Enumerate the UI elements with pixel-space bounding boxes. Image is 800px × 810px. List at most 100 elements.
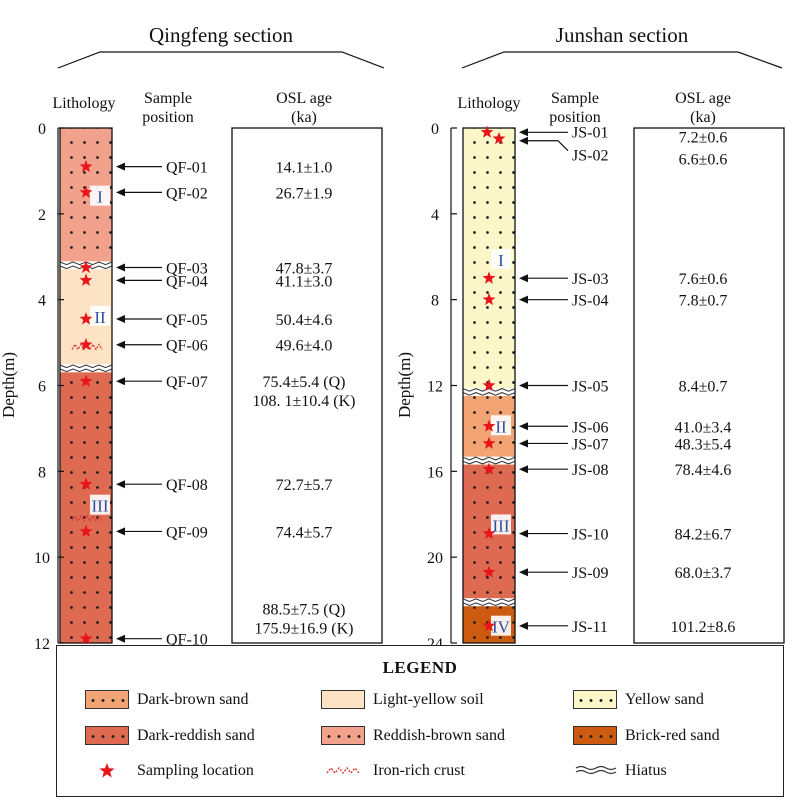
unit-label-box	[90, 305, 110, 326]
unit-iii: III	[463, 460, 515, 603]
sample-id: JS-02	[572, 148, 608, 165]
hiatus-line	[59, 368, 113, 373]
osl-age: 78.4±4.6	[675, 462, 732, 479]
sample-id: JS-09	[572, 565, 608, 582]
sample-js-01: JS-01 7.2±0.6	[480, 124, 728, 146]
arrow-head	[116, 263, 125, 272]
osl-age: 101.2±8.6	[671, 619, 736, 636]
osl-age: 48.3±5.4	[675, 436, 732, 453]
unit-label: II	[495, 417, 507, 436]
osl-age: 84.2±6.7	[675, 527, 732, 544]
osl-age: 8.4±0.7	[679, 379, 728, 396]
osl-age: 74.4±5.7	[276, 524, 333, 541]
legend-label: Sampling location	[137, 761, 254, 779]
arrow-head	[116, 162, 125, 171]
dark-brown-sand-swatch	[85, 690, 129, 709]
arrow-head	[116, 340, 125, 349]
sample-qf-01: QF-01 14.1±1.0	[79, 160, 332, 177]
sample-qf-07: QF-07 75.4±5.4 (Q) 108. 1±10.4 (K)	[79, 374, 356, 410]
hiatus-line	[462, 460, 516, 465]
sample-header: Sample	[551, 90, 599, 107]
sections-diagram: Qingfeng section Lithology Sample position O…	[0, 23, 785, 653]
osl-age: 47.8±3.7	[276, 260, 333, 277]
arrow-head	[116, 276, 125, 285]
unit-i: I	[60, 128, 112, 266]
sample-js-07: JS-07 48.3±5.4	[482, 436, 732, 453]
star-icon	[85, 761, 129, 780]
sample-id: JS-01	[572, 124, 608, 141]
iron-crust-icon	[321, 761, 365, 780]
unit-label: IV	[492, 618, 511, 637]
sample-id: JS-04	[572, 293, 608, 310]
sample-id: JS-06	[572, 419, 608, 436]
sample-id: QF-05	[166, 312, 208, 329]
arrow-head	[519, 422, 528, 431]
depth-axis-label: Depth(m)	[0, 352, 18, 418]
osl-age: 26.7±1.9	[276, 185, 333, 202]
legend-label: Hiatus	[625, 761, 667, 779]
sample-arrow	[527, 140, 569, 152]
iron-crust-mark	[71, 514, 103, 523]
star-icon	[79, 273, 93, 286]
legend-item-sampling-location: Sampling location	[85, 761, 254, 780]
sample-js-04: JS-04 7.8±0.7	[482, 292, 727, 310]
sample-id: QF-04	[166, 273, 208, 290]
unit-label-box	[491, 514, 511, 535]
legend-item-reddish-brown-sand: Reddish-brown sand	[321, 726, 505, 745]
sample-id: JS-03	[572, 271, 608, 288]
sample-id: QF-06	[166, 338, 208, 355]
legend-label: Brick-red sand	[625, 726, 720, 744]
lithology-header: Lithology	[457, 95, 520, 112]
sample-qf-09: QF-09 74.4±5.7	[79, 524, 333, 541]
unit-label: I	[498, 251, 504, 270]
hiatus-line	[462, 456, 516, 461]
star-icon	[79, 185, 93, 198]
osl-age: 108. 1±10.4 (K)	[253, 393, 356, 410]
arrow-head	[116, 480, 125, 489]
unit-iii: III	[60, 368, 112, 643]
sample-qf-03: QF-03 47.8±3.7	[79, 260, 333, 277]
osl-age: 175.9±16.9 (K)	[255, 621, 354, 638]
sample-qf-04: QF-04 41.1±3.0	[79, 273, 332, 290]
qingfeng-section: Qingfeng section Lithology Sample position O…	[0, 23, 385, 653]
osl-age: 68.0±3.7	[675, 565, 732, 582]
depth-tick-label: 4	[38, 293, 46, 310]
hiatus-line	[462, 598, 516, 603]
osl-age: 7.2±0.6	[679, 129, 728, 146]
position-header: position	[142, 109, 194, 126]
arrow-head	[519, 465, 528, 474]
position-header: position	[549, 109, 601, 126]
legend: LEGEND Dark-brown sand Light-yellow soil…	[56, 645, 784, 797]
star-icon	[492, 131, 506, 145]
sample-id: JS-08	[572, 462, 608, 479]
depth-tick-label: 16	[427, 464, 443, 481]
sample-qf-05: QF-05 50.4±4.6	[79, 312, 332, 329]
hiatus-icon	[573, 761, 617, 780]
legend-item-hiatus: Hiatus	[573, 761, 667, 780]
sample-id: QF-08	[166, 477, 208, 494]
legend-label: Dark-reddish sand	[137, 726, 255, 744]
arrow-head	[519, 136, 528, 145]
star-icon	[482, 565, 496, 578]
star-icon	[482, 462, 496, 475]
sample-qf-10: QF-10 88.5±7.5 (Q) 175.9±16.9 (K)	[79, 602, 354, 649]
depth-tick-label: 10	[34, 550, 50, 567]
depth-tick-label: 8	[431, 293, 439, 310]
age-table	[633, 127, 785, 644]
unit-label: II	[94, 308, 106, 327]
legend-label: Yellow sand	[625, 690, 704, 708]
legend-label: Reddish-brown sand	[373, 726, 505, 744]
sample-js-06: JS-06 41.0±3.4	[482, 419, 731, 436]
legend-item-dark-reddish-sand: Dark-reddish sand	[85, 726, 255, 745]
arrow-head	[519, 274, 528, 283]
sample-qf-08: QF-08 72.7±5.7	[79, 477, 332, 494]
star-icon	[482, 292, 496, 306]
arrow-head	[116, 314, 125, 323]
star-icon	[79, 374, 93, 387]
hiatus-band	[463, 387, 515, 396]
sample-qf-02: QF-02 26.7±1.9	[79, 185, 333, 202]
legend-label: Iron-rich crust	[373, 761, 465, 779]
hiatus-line	[59, 364, 113, 369]
arrow-head	[519, 568, 528, 577]
